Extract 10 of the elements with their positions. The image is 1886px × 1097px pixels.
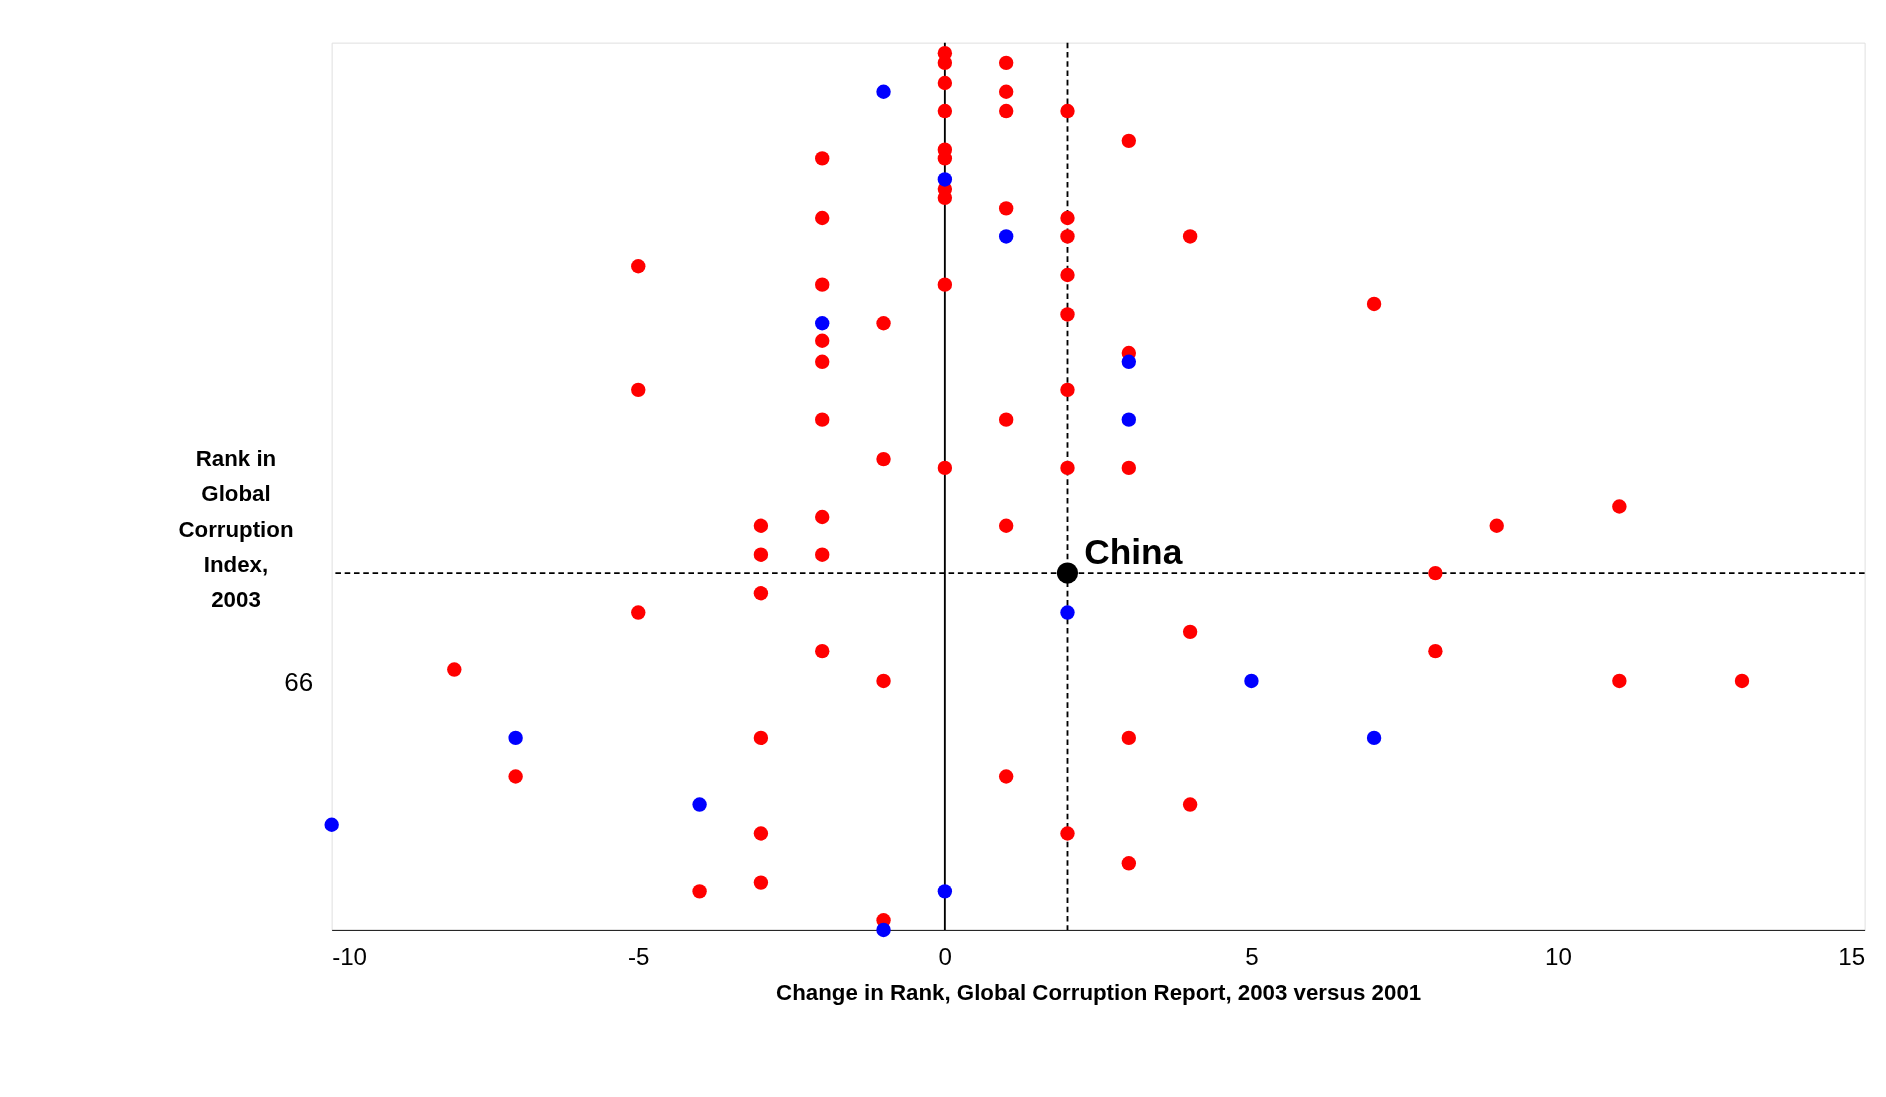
x-tick-label: 15 <box>1838 942 1866 970</box>
annotation: China <box>1084 531 1183 571</box>
y-axis-title: Rank in Global Corruption Index, 2003 <box>178 446 294 613</box>
x-tick-label: -5 <box>628 942 650 970</box>
x-tick-label: 0 <box>938 942 953 970</box>
x-axis-title: Change in Rank, Global Corruption Report, 2003 versus 2001 <box>776 980 1422 1006</box>
x-tick-label: 10 <box>1545 942 1572 970</box>
x-tick-label: -10 <box>332 942 368 970</box>
x-tick-label: 5 <box>1245 942 1259 970</box>
text: 66 <box>284 666 314 697</box>
